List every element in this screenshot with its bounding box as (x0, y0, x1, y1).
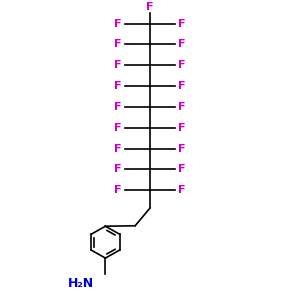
Text: F: F (178, 185, 186, 195)
Text: F: F (178, 144, 186, 154)
Text: H₂N: H₂N (68, 278, 94, 290)
Text: F: F (114, 60, 122, 70)
Text: F: F (114, 144, 122, 154)
Text: F: F (178, 81, 186, 91)
Text: F: F (178, 39, 186, 50)
Text: F: F (114, 81, 122, 91)
Text: F: F (114, 185, 122, 195)
Text: F: F (178, 19, 186, 28)
Text: F: F (114, 39, 122, 50)
Text: F: F (178, 60, 186, 70)
Text: F: F (178, 102, 186, 112)
Text: F: F (178, 164, 186, 175)
Text: F: F (114, 19, 122, 28)
Text: F: F (114, 123, 122, 133)
Text: F: F (178, 123, 186, 133)
Text: F: F (114, 102, 122, 112)
Text: F: F (114, 164, 122, 175)
Text: F: F (146, 2, 154, 12)
